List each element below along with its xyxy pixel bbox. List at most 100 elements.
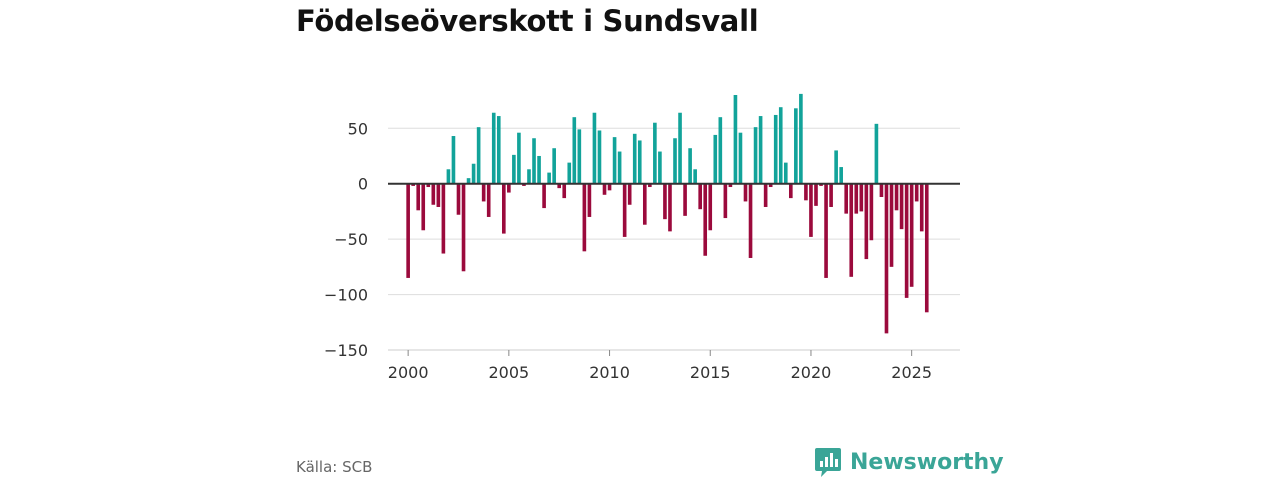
bar	[753, 127, 758, 184]
bar	[829, 183, 833, 207]
axes: 50 0 −50 −100 −150 2000 2005 2010 2015 2020 2025	[324, 119, 960, 382]
bar	[728, 183, 733, 188]
bar	[602, 183, 607, 195]
bar	[713, 134, 718, 184]
bar	[476, 127, 481, 184]
bar	[517, 132, 521, 184]
bar	[733, 95, 738, 184]
bar	[642, 183, 647, 225]
bar	[874, 123, 879, 184]
bar	[738, 132, 743, 184]
bar	[491, 112, 496, 184]
bar	[481, 183, 486, 202]
bar	[909, 183, 914, 287]
bar	[718, 117, 723, 184]
bar	[693, 169, 697, 184]
bar	[637, 140, 642, 184]
x-tick-label: 2015	[690, 363, 731, 382]
bar	[663, 183, 667, 220]
bar	[673, 138, 677, 184]
y-tick-label: 0	[358, 175, 368, 194]
bar	[471, 163, 476, 184]
bar	[627, 183, 632, 205]
bar	[456, 183, 461, 215]
bar	[799, 93, 803, 184]
bar	[648, 183, 652, 188]
bar	[522, 183, 526, 186]
bar	[683, 183, 687, 216]
bar	[527, 169, 531, 184]
bar	[924, 183, 929, 313]
bar	[804, 183, 808, 201]
bar	[451, 136, 456, 184]
bar	[919, 183, 924, 232]
bar	[436, 183, 441, 207]
bar	[789, 183, 793, 199]
bar	[582, 183, 587, 252]
y-tick-label: −100	[324, 286, 368, 305]
bar	[466, 178, 471, 184]
bar	[542, 183, 546, 209]
bar	[914, 183, 919, 202]
bar	[773, 114, 778, 184]
bar	[668, 183, 672, 232]
bar	[703, 183, 708, 256]
bar	[879, 183, 884, 197]
bar	[698, 183, 702, 210]
source-note: Källa: SCB	[296, 458, 373, 476]
bar	[894, 183, 899, 211]
y-tick-label: 50	[348, 119, 368, 138]
bar	[486, 183, 491, 217]
bar	[658, 151, 662, 184]
bar	[577, 129, 582, 184]
bar	[552, 148, 556, 184]
bar	[899, 183, 904, 230]
bar	[864, 183, 869, 260]
bar	[607, 183, 612, 191]
bar	[688, 148, 692, 184]
bar	[794, 108, 798, 184]
bar	[416, 183, 421, 211]
x-tick-label: 2005	[488, 363, 529, 382]
bar	[461, 183, 466, 272]
bar	[547, 172, 551, 184]
bar	[411, 183, 415, 186]
bar	[758, 116, 763, 184]
bar	[653, 122, 657, 184]
bar	[501, 183, 506, 234]
bar	[783, 162, 788, 184]
bar	[889, 183, 894, 267]
x-tick-label: 2025	[891, 363, 932, 382]
bar	[557, 183, 562, 189]
bar	[597, 130, 602, 184]
bar	[824, 183, 828, 278]
bar	[592, 112, 597, 184]
bar	[446, 169, 451, 184]
y-tick-label: −50	[334, 230, 368, 249]
bar	[748, 183, 753, 258]
newsworthy-logo-icon	[815, 448, 841, 477]
bar	[869, 183, 874, 241]
brand-logo: Newsworthy	[814, 446, 1004, 478]
bar	[431, 183, 436, 205]
brand-name: Newsworthy	[850, 449, 1004, 475]
bar	[809, 183, 813, 237]
bar	[496, 116, 501, 184]
x-tick-label: 2020	[791, 363, 832, 382]
bar	[617, 151, 622, 184]
bar	[537, 155, 541, 184]
bar	[839, 167, 843, 184]
bar	[904, 183, 909, 298]
bar	[678, 112, 682, 184]
bar	[814, 183, 818, 206]
bar	[768, 183, 773, 188]
bar	[562, 183, 567, 199]
bar	[406, 183, 410, 278]
bar	[532, 138, 536, 184]
x-tick-label: 2000	[388, 363, 429, 382]
bar	[587, 183, 592, 217]
bar	[612, 137, 617, 184]
y-tick-label: −150	[324, 341, 368, 360]
bar	[507, 183, 511, 193]
